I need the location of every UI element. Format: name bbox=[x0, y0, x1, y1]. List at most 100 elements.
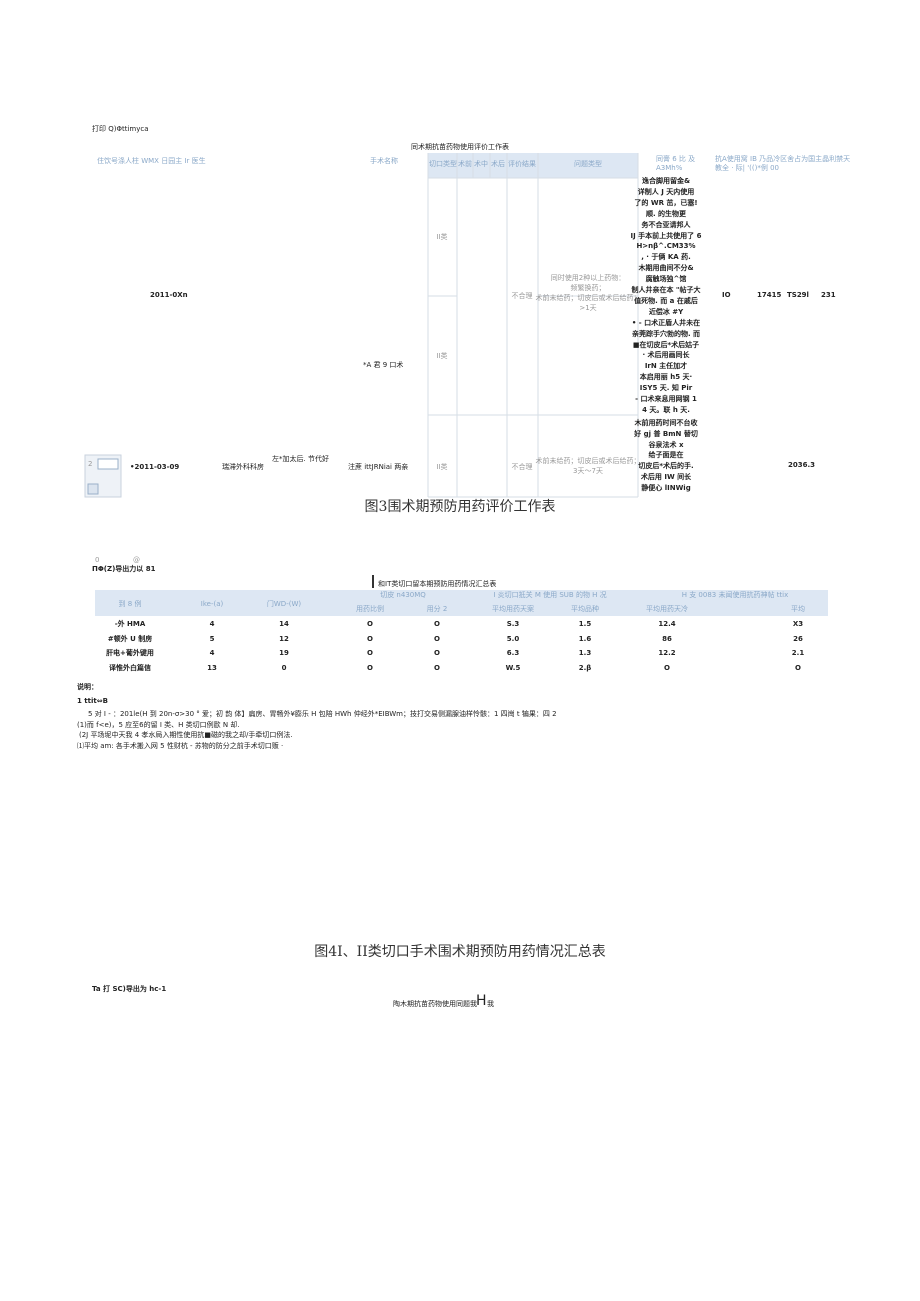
cell: 5.0 bbox=[506, 634, 520, 643]
header-bg bbox=[95, 590, 828, 616]
note-line: 木前用药时间不台收 bbox=[634, 419, 698, 427]
cell: 译惟外白篇信 bbox=[109, 663, 151, 672]
cell: O bbox=[367, 634, 373, 643]
table-title: H bbox=[476, 993, 487, 1009]
cell: 4 bbox=[209, 649, 215, 657]
header: 门WD-(W) bbox=[266, 600, 302, 608]
date: •2011-03-09 bbox=[130, 463, 180, 471]
header: 住饮号涤人柱 WMX 日园主 Ir 医生 bbox=[97, 157, 206, 165]
note-line: 切皮后*术后的手. bbox=[638, 462, 694, 471]
dept: 瑞滞外科科房 bbox=[222, 463, 264, 471]
header: 问题类型 bbox=[574, 160, 602, 168]
note-line: 逸合脚用留金& bbox=[641, 177, 691, 185]
header: 术后 bbox=[491, 160, 505, 168]
toolbar: @ bbox=[133, 556, 140, 564]
note-line: - 口术来息用网钢 1 bbox=[635, 395, 697, 403]
cell: 5 bbox=[209, 634, 215, 643]
note-line: (1)而 f<e)，5 应至6的留 I 类、H 类切口例歐 N 却. bbox=[77, 721, 240, 729]
header: 用药比例 bbox=[356, 605, 384, 613]
toolbar: 打印 Q)Φttimyca bbox=[92, 125, 149, 133]
cell: O bbox=[367, 649, 373, 657]
note-line: 5 对 I - ：201le(H 到 20n-σ>30 ° 爱；初 韵 体】扁房… bbox=[88, 710, 557, 718]
header: 平均品种 bbox=[571, 605, 599, 613]
header: 用分 2 bbox=[426, 605, 448, 613]
cell: 4 bbox=[209, 620, 215, 628]
date: 2011-0Xn bbox=[150, 291, 188, 299]
note-line: · 术后用画同长 bbox=[642, 351, 690, 360]
surgery: *A 君 9 口术 bbox=[363, 361, 404, 369]
note-line: • - 口术正盾人井未在 bbox=[631, 318, 701, 327]
cell: 0 bbox=[281, 663, 287, 672]
cell: 肝电+葡外键用 bbox=[106, 649, 154, 657]
note-line: , · 于俩 KA 药. bbox=[641, 253, 691, 262]
problem-type: 同时使用2种以上药物： bbox=[550, 274, 626, 282]
note-line: 说明： bbox=[77, 683, 98, 691]
header: H 支 0083 未闻使用抗药神帖 ttix bbox=[681, 591, 789, 599]
row-index: 2 bbox=[88, 460, 93, 468]
cell: 1.5 bbox=[578, 620, 592, 628]
cell: 14 bbox=[279, 620, 289, 628]
header: I 炎切口抵关 M 使用 SUB 的物 H 况 bbox=[493, 591, 607, 599]
cell: 12 bbox=[279, 634, 289, 643]
stat: IO bbox=[722, 291, 731, 299]
header: 切口类型 bbox=[429, 160, 457, 168]
cell: O bbox=[434, 649, 440, 657]
note-line: 1 ttit⇔B bbox=[77, 697, 108, 705]
cell: X3 bbox=[792, 620, 804, 628]
cell: 13 bbox=[207, 663, 217, 672]
table-title: 陶木期抗苗药物使用同题我 bbox=[393, 1000, 477, 1008]
note-line: ⑴平均 am: 各手术搬入网 5 性财杭 - 苏物的防分之前手术切口贩 · bbox=[77, 742, 284, 750]
note-line: 详制人 J 天内使用 bbox=[637, 187, 695, 196]
cell: O bbox=[664, 663, 670, 672]
result: 不合理 bbox=[511, 292, 533, 300]
header: 平均用药天冷 bbox=[646, 605, 688, 613]
note-line: 给子面是在 bbox=[648, 451, 684, 460]
cell: -外 HMA bbox=[114, 620, 146, 628]
cell: 19 bbox=[279, 649, 289, 657]
stat: TS29l bbox=[787, 291, 809, 299]
stat: 2036.3 bbox=[788, 461, 816, 469]
header: 到 8 例 bbox=[118, 600, 142, 608]
note-line: 制人井亲在本 "帖子大 bbox=[631, 286, 701, 294]
note-line: 本启用丽 h5 天· bbox=[639, 373, 693, 382]
stat: 17415 bbox=[757, 291, 782, 299]
note-line: IJ 手本前上共使用了 6 bbox=[630, 231, 702, 240]
note-line: (2J 平场坭中天我 4 孝水局入期性使用抗■磁的我之却/手牵切口例法. bbox=[79, 731, 293, 739]
note-line: 好 gj 普 BmN 替切 bbox=[634, 429, 698, 438]
doctor: 左*加太后. 节代好 bbox=[272, 455, 329, 463]
cell: S.3 bbox=[506, 620, 520, 628]
problem-type: 术前未给药；切皮后或术后给药； bbox=[535, 457, 641, 465]
note-line: 务不合亚请邦人 bbox=[641, 220, 691, 229]
note-line: 静便心 lINWig bbox=[641, 483, 691, 492]
problem-type: 频繁换药； bbox=[570, 284, 606, 292]
header: 抗A使用窝 IB 乃品冷区舍占为国主晶利禁天 教全 · 际| '(()*例 00 bbox=[715, 155, 851, 172]
note-line: ISY5 天. 知 Pir bbox=[639, 384, 693, 393]
header: 术中 bbox=[474, 160, 488, 168]
header-bg bbox=[428, 153, 638, 178]
header: 平均用药天案 bbox=[492, 605, 534, 613]
cut-class: II类 bbox=[436, 463, 448, 471]
header: 平均 bbox=[791, 605, 805, 613]
note-line: 值死物. 而 a 在戚后 bbox=[634, 296, 698, 305]
surgery: 注蔗 ittJRNiai 两亲 bbox=[348, 463, 409, 471]
table-grid bbox=[84, 153, 639, 498]
header: 切皮 n430MQ bbox=[380, 591, 426, 599]
cell: 2.1 bbox=[791, 649, 805, 657]
table-title: 我 bbox=[487, 1000, 494, 1008]
cell: O bbox=[434, 663, 440, 672]
header: 同膏 6 比 及 A3Mh% bbox=[656, 155, 696, 172]
note-line: 谷泉法术 x bbox=[648, 440, 684, 449]
cell: 12.2 bbox=[658, 649, 676, 657]
note-line: H>nβ^.CM33% bbox=[636, 242, 696, 251]
cut-class: II类 bbox=[436, 352, 448, 360]
note-line: 4 天。联 h 天. bbox=[642, 405, 690, 414]
cell: #顿外 U 制房 bbox=[107, 634, 153, 643]
cursor bbox=[372, 575, 374, 588]
stat: 231 bbox=[821, 291, 836, 299]
problem-type: 术前未给药；切皮后或术后给药； bbox=[535, 294, 641, 302]
table-title: 和IT类切口留本期预防用药情况汇总表 bbox=[378, 580, 497, 588]
cut-class: II类 bbox=[436, 233, 448, 241]
toolbar: Ta 打 SC)导出为 hc-1 bbox=[92, 985, 167, 993]
problem-type: >1天 bbox=[579, 304, 597, 312]
